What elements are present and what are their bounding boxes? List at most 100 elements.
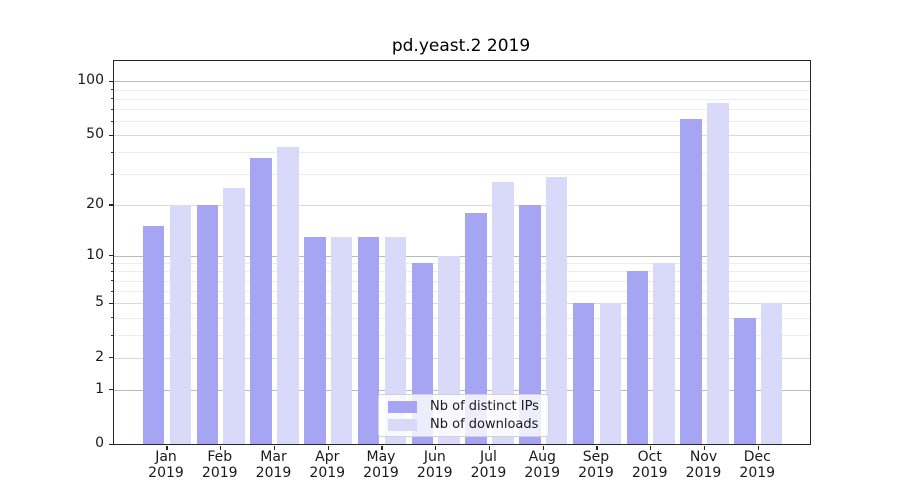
y-tick-mark: [109, 302, 113, 304]
x-tick-mark: [220, 446, 222, 450]
x-tick-month: May: [366, 449, 396, 465]
x-axis-tick-label: May 2019: [341, 449, 421, 481]
x-axis-tick-label: Oct 2019: [610, 449, 690, 481]
x-tick-year: 2019: [363, 464, 399, 481]
bar-downloads: [599, 303, 622, 444]
bar-downloads: [707, 102, 729, 444]
y-minor-tick-mark: [110, 108, 113, 110]
x-axis-tick-label: Mar 2019: [234, 449, 314, 481]
y-tick-mark: [109, 255, 113, 257]
legend-item: Nb of distinct IPs: [388, 399, 539, 414]
legend-item: Nb of downloads: [388, 417, 539, 432]
bar-distinct-ips: [680, 118, 702, 444]
gridline-minor: [114, 174, 810, 176]
x-tick-mark: [542, 446, 544, 450]
y-tick-mark: [109, 134, 113, 136]
x-axis-tick-label: Aug 2019: [502, 449, 582, 481]
y-minor-tick-mark: [110, 120, 113, 122]
y-minor-tick-mark: [110, 317, 113, 319]
x-tick-month: Feb: [207, 449, 233, 465]
chart-title: pd.yeast.2 2019: [391, 36, 531, 56]
y-axis-tick-label: 1: [95, 380, 104, 397]
x-tick-mark: [488, 446, 491, 450]
x-axis-tick-label: Jul 2019: [449, 449, 529, 481]
gridline: [114, 357, 810, 359]
x-tick-month: Jul: [480, 449, 497, 465]
x-tick-year: 2019: [685, 464, 722, 481]
x-tick-mark: [166, 446, 168, 450]
y-tick-mark: [109, 389, 113, 391]
x-axis-tick-label: Dec 2019: [717, 449, 797, 481]
gridline-minor: [114, 152, 810, 154]
bar-downloads: [169, 204, 192, 444]
y-minor-tick-mark: [110, 270, 113, 273]
x-tick-mark: [596, 446, 598, 450]
x-tick-month: Jan: [155, 449, 177, 465]
bar-distinct-ips: [304, 236, 326, 444]
x-tick-month: Dec: [743, 449, 771, 465]
legend-label: Nb of downloads: [430, 417, 539, 432]
x-tick-year: 2019: [255, 464, 292, 481]
bar-distinct-ips: [734, 317, 756, 444]
x-tick-year: 2019: [309, 464, 346, 481]
gridline-minor: [114, 271, 810, 273]
bar-distinct-ips: [357, 236, 380, 444]
plot-area: Nb of distinct IPs Nb of downloads: [109, 60, 811, 450]
x-tick-mark: [703, 446, 706, 450]
gridline-minor: [114, 335, 810, 337]
bar-downloads: [760, 303, 783, 444]
x-tick-month: Jun: [423, 449, 446, 465]
x-tick-year: 2019: [739, 464, 776, 481]
y-axis-tick-label: 2: [95, 348, 104, 365]
bar-downloads: [492, 182, 514, 444]
y-minor-tick-mark: [110, 280, 113, 282]
y-minor-tick-mark: [110, 334, 113, 336]
bar-distinct-ips: [465, 212, 487, 444]
y-minor-tick-mark: [110, 151, 113, 153]
x-tick-month: Oct: [637, 449, 662, 465]
bar-distinct-ips: [626, 271, 649, 444]
x-tick-mark: [650, 446, 652, 450]
x-tick-mark: [757, 446, 759, 450]
x-tick-year: 2019: [524, 464, 561, 481]
bar-downloads: [545, 176, 568, 444]
gridline-minor: [114, 98, 810, 100]
x-tick-mark: [435, 446, 437, 450]
bar-downloads: [223, 188, 245, 444]
y-axis-tick-label: 5: [95, 294, 104, 311]
gridline-minor: [114, 263, 810, 265]
x-axis-tick-label: Jun 2019: [395, 449, 475, 481]
x-axis-tick-label: Sep 2019: [556, 449, 636, 481]
y-axis-tick-label: 10: [86, 246, 104, 263]
x-tick-year: 2019: [578, 464, 614, 481]
gridline: [114, 389, 810, 391]
x-tick-mark: [381, 446, 383, 450]
x-tick-year: 2019: [631, 464, 668, 481]
x-axis-tick-label: Jan 2019: [126, 449, 206, 481]
legend: Nb of distinct IPs Nb of downloads: [378, 394, 549, 437]
bar-downloads: [384, 236, 407, 444]
gridline-minor: [114, 280, 810, 282]
x-tick-year: 2019: [416, 464, 453, 481]
bar-distinct-ips: [142, 226, 165, 444]
x-tick-month: Apr: [315, 449, 340, 465]
x-tick-mark: [327, 446, 329, 450]
x-tick-year: 2019: [201, 464, 238, 481]
x-tick-month: Nov: [689, 449, 718, 465]
x-axis-tick-label: Feb 2019: [180, 449, 260, 481]
y-tick-mark: [109, 80, 113, 83]
legend-swatch-distinct-ips: [388, 400, 417, 413]
gridline-minor: [114, 291, 810, 293]
gridline: [114, 81, 810, 83]
bar-downloads: [330, 236, 353, 444]
x-axis-tick-label: Apr 2019: [287, 449, 367, 481]
x-tick-month: Sep: [582, 449, 610, 465]
y-tick-mark: [109, 204, 113, 206]
y-axis-tick-label: 0: [95, 435, 104, 451]
gridline-minor: [114, 109, 810, 111]
bar-distinct-ips: [196, 204, 219, 444]
x-tick-year: 2019: [470, 464, 507, 481]
legend-swatch-downloads: [388, 418, 417, 431]
x-tick-month: Aug: [528, 449, 556, 465]
y-minor-tick-mark: [110, 173, 113, 175]
